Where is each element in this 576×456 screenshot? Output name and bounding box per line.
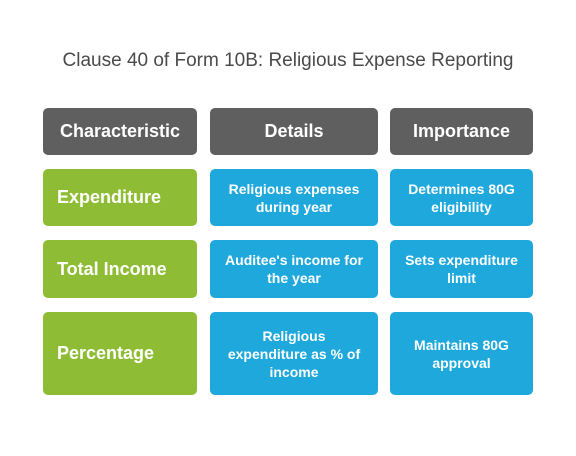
diagram-title: Clause 40 of Form 10B: Religious Expense… — [62, 50, 514, 71]
row-percentage-importance: Maintains 80G approval — [390, 312, 533, 395]
row-expenditure-importance: Determines 80G eligibility — [390, 169, 533, 226]
header-details: Details — [210, 108, 378, 155]
header-characteristic: Characteristic — [43, 108, 197, 155]
row-percentage-label: Percentage — [43, 312, 197, 395]
row-expenditure-details: Religious expenses during year — [210, 169, 378, 226]
row-total-income-details: Auditee's income for the year — [210, 240, 378, 298]
row-total-income-importance: Sets expenditure limit — [390, 240, 533, 298]
row-percentage-details: Religious expenditure as % of income — [210, 312, 378, 395]
row-expenditure-label: Expenditure — [43, 169, 197, 226]
row-total-income-label: Total Income — [43, 240, 197, 298]
header-importance: Importance — [390, 108, 533, 155]
